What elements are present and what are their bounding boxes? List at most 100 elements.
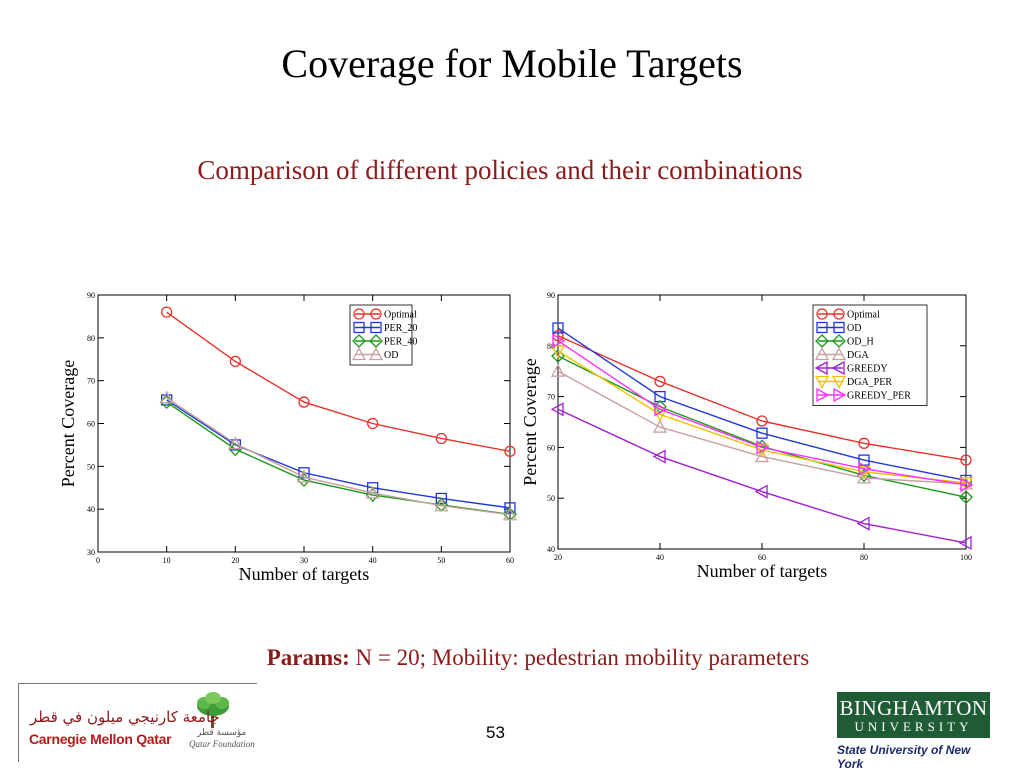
chart1-data-point	[228, 436, 243, 450]
chart2-data-point	[754, 444, 770, 458]
chart1-series-optimal	[161, 306, 516, 457]
chart1-data-point	[504, 502, 516, 514]
chart1-data-point	[434, 498, 449, 512]
chart1-plot-frame	[97, 294, 511, 553]
chart1-xtick-label: 40	[369, 556, 377, 565]
chart1-data-point	[367, 417, 379, 430]
chart2-data-point	[858, 461, 872, 476]
params-label: Params:	[266, 645, 350, 670]
chart2-legend-marker	[814, 347, 830, 361]
chart1-ytick-label: 80	[87, 334, 95, 343]
chart2-data-point	[960, 477, 974, 493]
chart2-xtick-label: 100	[960, 553, 972, 562]
chart2-data-point	[960, 454, 972, 466]
chart1-legend-marker	[370, 321, 382, 334]
chart1-xtick-label: 10	[163, 556, 171, 565]
chart2-data-point	[858, 437, 870, 449]
chart2-legend-marker	[816, 321, 828, 334]
slide-title: Coverage for Mobile Targets	[281, 41, 743, 86]
slide-subtitle: Comparison of different policies and the…	[197, 155, 803, 185]
chart1-legend-marker	[351, 347, 367, 361]
chart2-data-point	[754, 484, 768, 499]
chart2-legend-marker	[814, 375, 830, 389]
chart2-data-point	[756, 440, 770, 455]
chart2-legend-marker	[833, 387, 847, 403]
chart2-ytick-label: 70	[547, 393, 555, 402]
chart1-data-point	[161, 306, 173, 318]
cmq-logo-text: Carnegie Mellon Qatar	[29, 731, 172, 747]
chart2-legend-label: Optimal	[847, 310, 880, 321]
chart1-data-point	[435, 492, 447, 505]
chart2-legend: Optimal OD OD_H DGA GREEDY DGA_PER GREEDY_PER	[812, 304, 928, 406]
chart1-ytick-label: 50	[87, 462, 95, 471]
chart2-data-point	[959, 490, 973, 505]
chart2-legend-marker	[832, 334, 846, 348]
chart2-xtick-label: 60	[758, 553, 766, 562]
chart1-data-point	[228, 442, 243, 457]
chart2-legend-label: GREEDY	[847, 364, 888, 375]
chart2-legend-label: GREEDY_PER	[847, 391, 911, 402]
chart2-series-line	[557, 355, 967, 498]
chart2-series-greedy	[550, 402, 972, 550]
chart1-xtick-label: 50	[437, 556, 445, 565]
chart2-data-point	[856, 516, 870, 531]
chart1-legend-label: PER_40	[384, 337, 417, 348]
chart2-legend-marker	[815, 334, 829, 348]
chart2-data-point	[754, 449, 770, 463]
chart1-data-point	[502, 507, 518, 521]
chart2-data-point	[856, 470, 872, 484]
chart1-y-axis-label: Percent Coverage	[58, 360, 78, 487]
chart1-data-point	[365, 485, 380, 499]
chart2-xtick-label: 40	[656, 553, 664, 562]
chart2-legend-label: OD_H	[847, 337, 874, 348]
chart2-legend-label: OD	[847, 323, 861, 334]
chart2-ytick-label: 60	[547, 443, 555, 452]
chart2-ytick-label: 80	[547, 342, 555, 351]
chart1-xtick-label: 20	[231, 556, 239, 565]
chart1-series-line	[166, 401, 511, 516]
chart1-data-point	[159, 390, 174, 404]
chart2-series-line	[557, 408, 967, 544]
qf-logo-text: Qatar Foundation	[189, 739, 255, 749]
chart2-xtick-label: 20	[554, 553, 562, 562]
chart2-data-point	[552, 322, 564, 334]
chart1-series-line	[166, 399, 511, 509]
chart2-data-point	[652, 419, 668, 433]
chart2-data-point	[856, 466, 872, 480]
chart-left-svg: 0 10 20 30 40 50 60 30 40 50 60 70 80 90 Number of tar…	[58, 291, 518, 584]
chart2-data-point	[654, 402, 668, 417]
chart2-legend-label: DGA	[847, 350, 869, 361]
chart2-y-axis-label: Percent Coverage	[522, 358, 540, 485]
chart2-data-point	[550, 402, 564, 417]
chart2-legend-marker	[831, 375, 847, 389]
chart1-legend-label: OD	[384, 350, 398, 361]
chart1-data-point	[504, 445, 516, 457]
chart2-legend-marker	[833, 321, 845, 334]
chart2-data-point	[552, 333, 566, 348]
chart2-data-point	[756, 415, 768, 427]
chart1-data-point	[296, 469, 312, 483]
chart2-data-point	[857, 468, 871, 483]
chart1-legend-marker	[353, 308, 365, 320]
chart2-data-point	[550, 363, 566, 377]
chart1-ytick-label: 30	[87, 548, 95, 557]
chart1-ytick-label: 60	[87, 420, 95, 429]
chart1-series-line	[166, 397, 511, 516]
chart2-data-point	[756, 427, 768, 439]
chart2-series-line	[557, 340, 967, 486]
qatar-foundation-tree-icon	[197, 692, 229, 728]
chart1-ytick-label: 90	[87, 291, 95, 300]
chart2-data-point	[652, 449, 666, 464]
chart1-legend-label: PER_20	[384, 323, 417, 334]
chart2-series-optimal	[552, 329, 972, 466]
chart2-series-line	[557, 327, 967, 482]
chart2-data-point	[654, 375, 666, 388]
qf-arabic-logo-text: مؤسسة قطر	[197, 728, 247, 738]
chart1-series-line	[166, 311, 511, 453]
chart2-legend-marker	[831, 347, 847, 361]
partner-logos	[18, 683, 257, 762]
params-line: Params: N = 20; Mobility: pedestrian mob…	[0, 645, 1024, 671]
chart2-xtick-label: 80	[860, 553, 868, 562]
chart2-ytick-label: 50	[547, 494, 555, 503]
